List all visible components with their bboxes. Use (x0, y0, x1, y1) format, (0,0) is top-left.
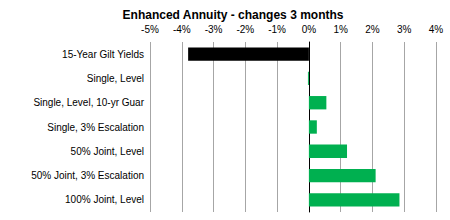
svg-text:-2%: -2% (236, 24, 254, 35)
svg-text:-3%: -3% (205, 24, 223, 35)
svg-text:50% Joint, 3% Escalation: 50% Joint, 3% Escalation (31, 170, 144, 181)
svg-text:1%: 1% (333, 24, 348, 35)
svg-text:Single, Level: Single, Level (87, 73, 144, 84)
svg-text:2%: 2% (365, 24, 380, 35)
svg-text:3%: 3% (397, 24, 412, 35)
svg-text:4%: 4% (429, 24, 444, 35)
svg-text:Single, 3% Escalation: Single, 3% Escalation (47, 122, 144, 133)
svg-text:15-Year Gilt Yields: 15-Year Gilt Yields (62, 49, 144, 60)
svg-text:100% Joint, Level: 100% Joint, Level (65, 194, 144, 205)
svg-text:-4%: -4% (173, 24, 191, 35)
svg-text:-5%: -5% (141, 24, 159, 35)
svg-text:0%: 0% (302, 24, 317, 35)
svg-text:Single, Level, 10-yr Guar: Single, Level, 10-yr Guar (33, 97, 144, 108)
svg-text:-1%: -1% (268, 24, 286, 35)
svg-text:50% Joint, Level: 50% Joint, Level (71, 146, 144, 157)
svg-text:Enhanced Annuity - changes 3 m: Enhanced Annuity - changes 3 months (123, 8, 344, 22)
